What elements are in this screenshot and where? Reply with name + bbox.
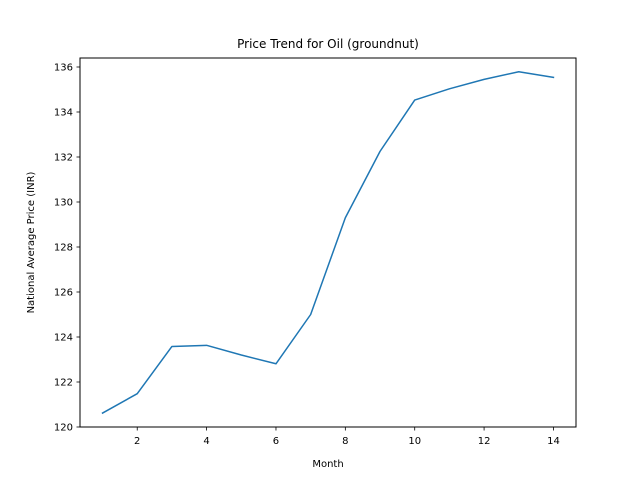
y-tick-label: 130 bbox=[54, 198, 73, 209]
y-tick-label: 132 bbox=[54, 153, 73, 164]
x-axis-label: Month bbox=[312, 459, 343, 470]
y-tick-label: 126 bbox=[54, 288, 73, 299]
chart-title: Price Trend for Oil (groundnut) bbox=[237, 37, 419, 51]
y-tick-label: 134 bbox=[54, 108, 73, 119]
x-tick-label: 8 bbox=[342, 436, 348, 447]
x-tick-label: 12 bbox=[478, 436, 491, 447]
series-line bbox=[101, 70, 555, 415]
y-tick-label: 122 bbox=[54, 378, 73, 389]
plot-frame bbox=[79, 57, 577, 428]
x-tick-label: 2 bbox=[134, 436, 140, 447]
x-tick-label: 14 bbox=[547, 436, 560, 447]
x-tick-label: 6 bbox=[273, 436, 279, 447]
axis-ticks: 2 4 6 8 10 12 14 120 122 124 126 128 130 132 134 136 bbox=[54, 63, 560, 447]
y-tick-label: 136 bbox=[54, 63, 73, 74]
y-tick-label: 120 bbox=[54, 423, 73, 434]
y-tick-label: 128 bbox=[54, 243, 73, 254]
y-tick-label: 124 bbox=[54, 333, 73, 344]
x-tick-label: 4 bbox=[203, 436, 209, 447]
x-tick-label: 10 bbox=[408, 436, 421, 447]
y-axis-label: National Average Price (INR) bbox=[26, 171, 37, 313]
